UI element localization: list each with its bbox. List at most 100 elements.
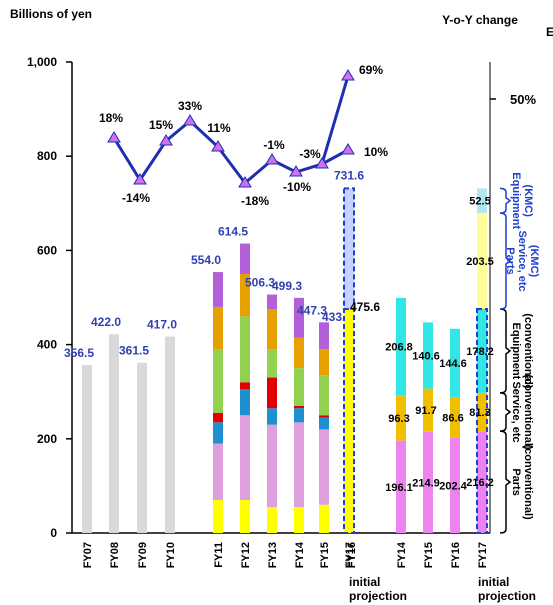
yoy-marker bbox=[159, 134, 173, 146]
service-label: 96.3 bbox=[388, 413, 409, 425]
y-tick-label: 400 bbox=[37, 338, 57, 352]
equipment-label: 178.2 bbox=[466, 346, 494, 358]
bar-segment-red bbox=[267, 377, 277, 409]
yoy-label: 11% bbox=[207, 121, 231, 135]
segment-label: Equipment bbox=[510, 322, 522, 379]
segment-label: (conventional) bbox=[522, 374, 534, 450]
bar-segment-blue bbox=[213, 422, 223, 444]
total-label: 554.0 bbox=[191, 253, 221, 267]
bar-segment-purple bbox=[240, 243, 250, 274]
yoy-line bbox=[112, 75, 350, 186]
x-tick-label: FY14 bbox=[294, 541, 306, 568]
bar-service bbox=[396, 395, 406, 441]
segment-label: (KMC) bbox=[522, 185, 534, 218]
segment-bracket bbox=[499, 430, 512, 534]
yoy-label: -1% bbox=[263, 138, 285, 152]
x-tick-label: FY15 bbox=[319, 542, 331, 568]
yoy-label: -10% bbox=[283, 180, 311, 194]
x-tick-label: FY09 bbox=[137, 542, 149, 568]
yoy-marker bbox=[211, 140, 225, 152]
bar-segment-blue bbox=[294, 408, 304, 423]
bar-segment-orange bbox=[267, 309, 277, 350]
segment-label: Service, etc bbox=[510, 381, 522, 442]
bar-segment-red bbox=[240, 382, 250, 390]
yoy-label: -14% bbox=[122, 191, 150, 205]
bar-service bbox=[477, 392, 487, 432]
projection-label: 731.6 bbox=[334, 168, 364, 182]
parts-label: 202.4 bbox=[439, 480, 467, 492]
initial-label-1: initial bbox=[349, 575, 380, 589]
x-tick-label: FY10 bbox=[165, 542, 177, 568]
x-tick-label: FY15 bbox=[423, 542, 435, 568]
parts-label: 216.2 bbox=[466, 477, 494, 489]
y-tick-label: 0 bbox=[50, 526, 57, 540]
x-tick-label: FY17 bbox=[477, 542, 489, 568]
bar-segment-pink bbox=[294, 422, 304, 508]
bar-segment-green bbox=[213, 349, 223, 413]
bar-segment-blue bbox=[319, 417, 329, 430]
initial-label-2: initial bbox=[478, 575, 509, 589]
yoy-label: -3% bbox=[299, 147, 321, 161]
bar-segment-purple bbox=[294, 297, 304, 338]
total-label: 499.3 bbox=[272, 279, 302, 293]
y-tick-label: 600 bbox=[37, 243, 57, 257]
segment-label: Service, etc bbox=[516, 230, 528, 291]
y-tick-label: 200 bbox=[37, 432, 57, 446]
service-label: 86.6 bbox=[442, 412, 463, 424]
yoy-marker bbox=[183, 114, 197, 126]
bar-parts bbox=[423, 431, 433, 533]
equipment-label: 206.8 bbox=[385, 342, 413, 354]
x-tick-label: FY07 bbox=[82, 542, 94, 568]
bar-segment-orange bbox=[294, 337, 304, 369]
service-label: 81.3 bbox=[469, 407, 490, 419]
bar-kmc-service bbox=[477, 213, 487, 309]
segment-label: (KMC) bbox=[528, 245, 540, 278]
segment-label: Parts bbox=[504, 247, 516, 275]
bar-service bbox=[423, 388, 433, 432]
bar-grey bbox=[109, 334, 119, 533]
bar-parts bbox=[396, 440, 406, 533]
equipment-label: 144.6 bbox=[439, 358, 467, 370]
total-label: 447.3 bbox=[297, 303, 327, 317]
equipment-label: 140.6 bbox=[412, 350, 440, 362]
bar-parts bbox=[477, 431, 487, 533]
parts-label: 196.1 bbox=[385, 482, 413, 494]
x-tick-label: FY17 bbox=[344, 542, 356, 568]
bar-segment-red bbox=[294, 405, 304, 409]
x-tick-label: FY11 bbox=[213, 542, 225, 568]
yoy-marker bbox=[133, 173, 147, 185]
total-label: 422.0 bbox=[91, 315, 121, 329]
bar-segment-green bbox=[240, 316, 250, 383]
bar-segment-yellow bbox=[240, 500, 250, 533]
service-label: 91.7 bbox=[415, 405, 436, 417]
x-tick-label: FY12 bbox=[240, 542, 252, 568]
bar-kmc-equipment bbox=[477, 188, 487, 214]
y-tick-label: 1,000 bbox=[27, 55, 57, 69]
segment-label: Parts bbox=[510, 468, 522, 496]
y-tick-label: 800 bbox=[37, 149, 57, 163]
bar-segment-pink bbox=[213, 443, 223, 501]
y-axis-label: Billions of yen bbox=[10, 7, 92, 21]
bar-segment-red bbox=[213, 412, 223, 423]
total-label: 417.0 bbox=[147, 318, 177, 332]
bar-parts bbox=[450, 437, 460, 533]
bar-segment-pink bbox=[267, 424, 277, 508]
projection-label-1: projection bbox=[349, 589, 407, 603]
bar-segment-yellow bbox=[319, 504, 329, 533]
segment-label: (conventional) bbox=[522, 444, 534, 520]
corner-text: E bbox=[546, 25, 553, 39]
bar-grey bbox=[137, 362, 147, 533]
segment-bracket bbox=[499, 308, 512, 394]
bar-segment-green bbox=[267, 349, 277, 378]
bar-segment-orange bbox=[319, 349, 329, 376]
bar-grey bbox=[165, 336, 175, 533]
yoy-label: -18% bbox=[241, 194, 269, 208]
y2-tick-label: 50% bbox=[510, 92, 536, 107]
yoy-marker bbox=[341, 143, 355, 155]
bar-equipment bbox=[423, 322, 433, 389]
yoy-label: 15% bbox=[149, 118, 173, 132]
kmc-equipment-label: 52.5 bbox=[469, 196, 490, 208]
total-label: 614.5 bbox=[218, 225, 248, 239]
bar-fy17-projection bbox=[343, 187, 355, 310]
